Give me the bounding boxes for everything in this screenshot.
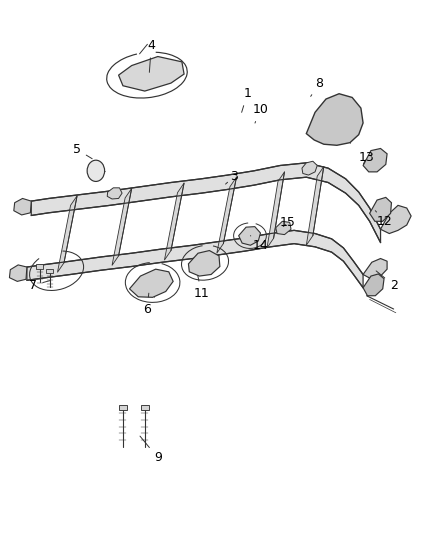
Polygon shape bbox=[306, 166, 324, 245]
Bar bbox=[119, 405, 127, 410]
Text: 8: 8 bbox=[311, 77, 323, 96]
Polygon shape bbox=[130, 269, 173, 297]
Text: 6: 6 bbox=[143, 293, 151, 316]
Polygon shape bbox=[164, 183, 184, 260]
Text: 7: 7 bbox=[29, 279, 50, 292]
Text: 4: 4 bbox=[148, 39, 155, 72]
Polygon shape bbox=[363, 149, 387, 172]
Polygon shape bbox=[381, 205, 411, 233]
Polygon shape bbox=[10, 265, 27, 281]
Text: 11: 11 bbox=[194, 276, 209, 300]
Polygon shape bbox=[119, 56, 184, 91]
Text: 9: 9 bbox=[140, 436, 162, 464]
Circle shape bbox=[87, 160, 105, 181]
Polygon shape bbox=[188, 251, 220, 276]
Polygon shape bbox=[267, 172, 285, 248]
Polygon shape bbox=[107, 188, 122, 199]
Polygon shape bbox=[27, 230, 363, 288]
Polygon shape bbox=[217, 177, 237, 253]
Text: 10: 10 bbox=[253, 103, 268, 123]
Polygon shape bbox=[276, 221, 291, 235]
Polygon shape bbox=[239, 227, 261, 245]
Polygon shape bbox=[302, 161, 317, 175]
Polygon shape bbox=[363, 274, 384, 296]
Polygon shape bbox=[306, 94, 363, 146]
Text: 2: 2 bbox=[376, 271, 398, 292]
Polygon shape bbox=[370, 197, 392, 221]
Text: 13: 13 bbox=[359, 151, 374, 164]
Polygon shape bbox=[112, 188, 132, 265]
Polygon shape bbox=[363, 259, 387, 279]
Text: 3: 3 bbox=[226, 169, 238, 184]
Text: 5: 5 bbox=[73, 143, 92, 159]
Polygon shape bbox=[14, 198, 31, 215]
Bar bbox=[36, 264, 43, 269]
Text: 15: 15 bbox=[280, 216, 296, 229]
Polygon shape bbox=[57, 196, 77, 272]
Bar bbox=[46, 269, 53, 273]
Bar bbox=[141, 405, 149, 410]
Polygon shape bbox=[31, 163, 381, 243]
Text: 14: 14 bbox=[251, 236, 268, 252]
Text: 1: 1 bbox=[242, 87, 251, 112]
Text: 12: 12 bbox=[375, 211, 393, 228]
